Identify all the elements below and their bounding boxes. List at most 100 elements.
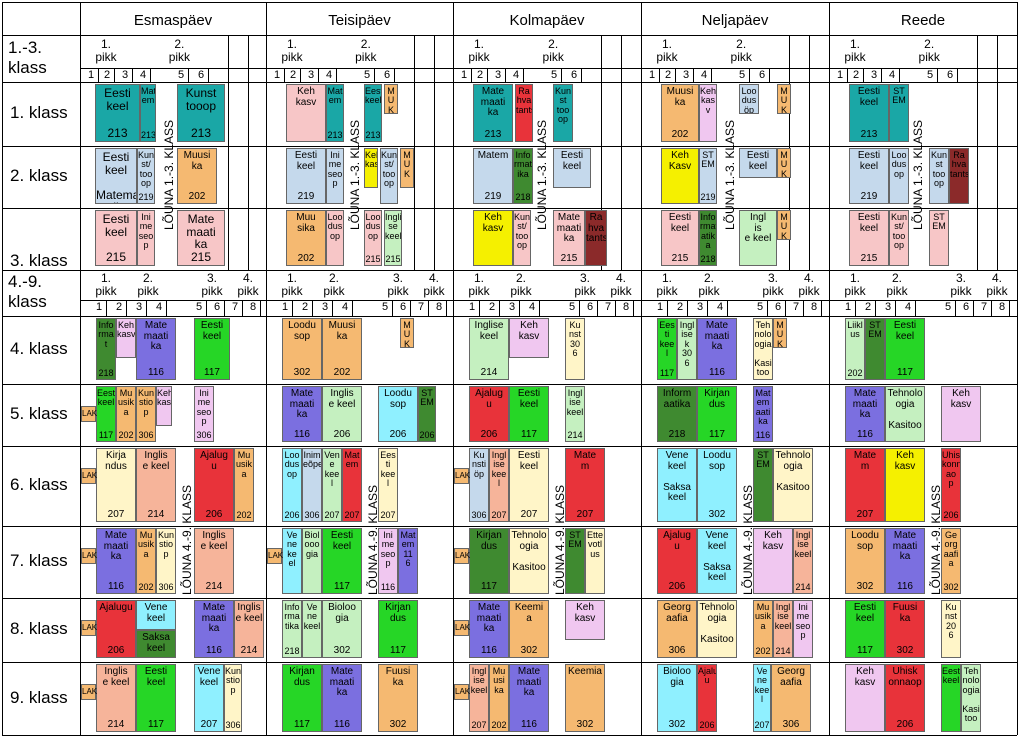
grid-line <box>106 300 107 316</box>
grid-line <box>991 300 992 316</box>
room-number: 116 <box>857 428 873 440</box>
lesson-block: Keh kasv <box>473 210 513 266</box>
room-number: 116 <box>897 580 913 592</box>
room-number: 117 <box>98 429 114 440</box>
grid-line <box>711 68 712 82</box>
lesson-number: 3 <box>884 301 892 313</box>
lesson-block: Mate maati ka 116 <box>509 664 549 732</box>
period-label: 3. pikk <box>387 271 409 298</box>
lesson-number: 1 <box>648 69 656 81</box>
grid-line <box>2 270 1017 271</box>
grid-line <box>352 300 353 316</box>
lunch-label-primary: LÕUNA 1.-3. KLASS <box>348 119 362 231</box>
lesson-block: ST EM <box>865 318 885 380</box>
lesson-number: 2 <box>852 69 860 81</box>
grid-line <box>260 300 261 316</box>
lesson-number: 4 <box>888 69 896 81</box>
lak-tag: LAK <box>81 548 97 564</box>
lesson-block: Mate maati ka 215 <box>553 210 585 266</box>
lesson-block: Ini me seo p 306 <box>194 386 214 442</box>
room-number: 213 <box>327 129 343 140</box>
grid-line <box>895 300 896 316</box>
grid-line <box>863 68 864 82</box>
grid-line <box>937 68 938 82</box>
lesson-number: 4 <box>904 301 912 313</box>
lak-tag: LAK <box>267 548 283 564</box>
room-number: 116 <box>521 718 537 730</box>
lesson-number: 5 <box>944 301 952 313</box>
room-number: 202 <box>236 509 252 520</box>
grid-line <box>1017 2 1018 735</box>
lak-tag: LAK <box>454 620 470 636</box>
period-label: 2. pikk <box>918 37 940 64</box>
grid-line <box>479 300 480 316</box>
period-label: 1. pikk <box>656 271 678 298</box>
lesson-number: 4 <box>341 301 349 313</box>
lesson-number: 8 <box>810 301 818 313</box>
period-label: 4. pikk <box>798 271 820 298</box>
room-number: 117 <box>294 718 310 730</box>
lesson-block: Kirja ndus 207 <box>96 448 136 522</box>
lesson-block: Kirjan dus 117 <box>469 528 509 594</box>
room-number: 117 <box>521 428 537 440</box>
grid-line <box>641 300 829 301</box>
room-number: 202 <box>671 128 689 140</box>
lesson-block: Teh nolo ogia Kasi too <box>961 664 981 732</box>
grid-line <box>1009 300 1010 316</box>
room-number: 215 <box>190 250 212 265</box>
lesson-block: Inform aatika 218 <box>657 386 697 442</box>
lesson-number: 6 <box>213 301 221 313</box>
grid-line <box>505 68 506 82</box>
grid-line <box>2 316 1017 317</box>
lesson-number: 7 <box>417 301 425 313</box>
lesson-block: Kun st/ too op <box>889 210 909 266</box>
period-label: 2. pikk <box>168 37 191 64</box>
lesson-block: Keh Kasv <box>661 148 699 204</box>
grid-line <box>847 68 848 82</box>
lesson-number: 4 <box>325 69 333 81</box>
lesson-block: Mate maati ka 116 <box>469 600 509 658</box>
grid-line <box>641 68 829 69</box>
room-number: 302 <box>856 580 874 592</box>
lesson-block: Info rma tika 218 <box>282 600 302 658</box>
room-number: 215 <box>365 253 381 264</box>
room-number: 214 <box>775 645 791 656</box>
period-label: 4. pikk <box>237 271 259 298</box>
lesson-block: Loodu sop 302 <box>697 448 737 522</box>
lesson-block: Muusi ka 202 <box>177 148 217 204</box>
lesson-block: Georg aafia 306 <box>657 600 697 658</box>
lesson-number: 4 <box>700 69 708 81</box>
grid-line <box>579 300 580 316</box>
period-label: 1. pikk <box>281 271 303 298</box>
lak-tag: LAK <box>81 406 97 422</box>
room-number: 215 <box>105 250 127 265</box>
room-number: 218 <box>515 191 531 202</box>
grid-line <box>228 35 229 270</box>
room-number: 117 <box>709 428 725 440</box>
lesson-block: Eesti keel 219 <box>286 148 326 204</box>
grid-line <box>523 68 524 82</box>
lesson-number: 5 <box>568 301 576 313</box>
class-label: 8. klass <box>10 619 68 638</box>
lesson-block: Mate maati ka 116 <box>282 386 322 442</box>
lesson-block: Kun stio p 306 <box>156 528 176 594</box>
grid-line <box>829 2 830 735</box>
grid-line <box>126 300 127 316</box>
grid-line <box>80 2 81 735</box>
room-number: 213 <box>860 128 878 140</box>
lesson-block: Keh kasv <box>116 318 136 358</box>
grid-line <box>519 300 520 316</box>
room-number: 306 <box>304 509 320 520</box>
lesson-block: Mate maati ka 116 <box>885 528 925 594</box>
group-label-primary: 1.-3. klass <box>8 38 47 77</box>
lesson-block: Vene keel Saksa keel <box>657 448 697 522</box>
lesson-block: Keh kasv <box>845 664 885 732</box>
grid-line <box>80 300 266 301</box>
lesson-number: 3 <box>682 69 690 81</box>
grid-line <box>973 300 974 316</box>
grid-line <box>997 35 998 270</box>
lesson-block: Ven e kee l 207 <box>322 448 342 522</box>
room-number: 213 <box>484 128 502 140</box>
